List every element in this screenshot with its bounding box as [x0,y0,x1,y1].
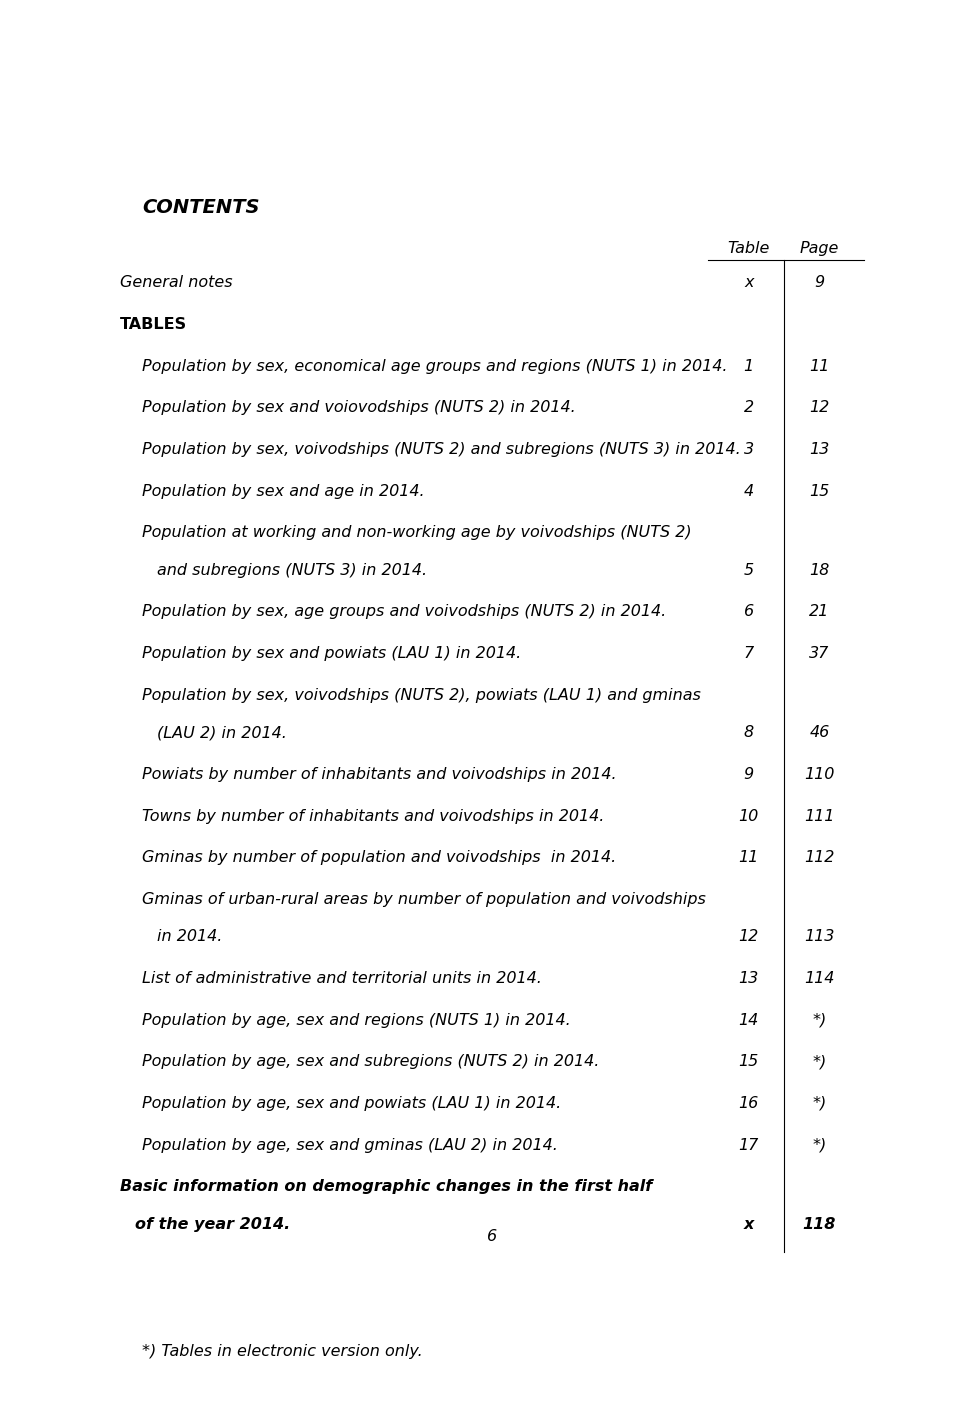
Text: 2: 2 [744,400,754,415]
Text: Population by age, sex and regions (NUTS 1) in 2014.: Population by age, sex and regions (NUTS… [142,1013,571,1027]
Text: 9: 9 [744,767,754,782]
Text: Page: Page [800,241,839,256]
Text: Population by age, sex and powiats (LAU 1) in 2014.: Population by age, sex and powiats (LAU … [142,1096,562,1112]
Text: x: x [744,275,754,291]
Text: and subregions (NUTS 3) in 2014.: and subregions (NUTS 3) in 2014. [157,563,427,577]
Text: Population by sex, economical age groups and regions (NUTS 1) in 2014.: Population by sex, economical age groups… [142,359,728,373]
Text: Population by age, sex and gminas (LAU 2) in 2014.: Population by age, sex and gminas (LAU 2… [142,1137,558,1153]
Text: of the year 2014.: of the year 2014. [134,1217,290,1231]
Text: Population by sex and powiats (LAU 1) in 2014.: Population by sex and powiats (LAU 1) in… [142,646,521,661]
Text: 110: 110 [804,767,834,782]
Text: 14: 14 [738,1013,758,1027]
Text: 113: 113 [804,929,834,945]
Text: Towns by number of inhabitants and voivodships in 2014.: Towns by number of inhabitants and voivo… [142,808,605,824]
Text: 9: 9 [814,275,825,291]
Text: x: x [743,1217,754,1231]
Text: 46: 46 [809,725,829,740]
Text: 7: 7 [744,646,754,661]
Text: (LAU 2) in 2014.: (LAU 2) in 2014. [157,725,287,740]
Text: Population by sex, age groups and voivodships (NUTS 2) in 2014.: Population by sex, age groups and voivod… [142,604,666,620]
Text: 12: 12 [738,929,758,945]
Text: Population by sex, voivodships (NUTS 2) and subregions (NUTS 3) in 2014.: Population by sex, voivodships (NUTS 2) … [142,442,741,457]
Text: *): *) [812,1054,827,1069]
Text: 15: 15 [738,1054,758,1069]
Text: 13: 13 [738,970,758,986]
Text: 5: 5 [744,563,754,577]
Text: 114: 114 [804,970,834,986]
Text: *): *) [812,1013,827,1027]
Text: Population by sex and voiovodships (NUTS 2) in 2014.: Population by sex and voiovodships (NUTS… [142,400,576,415]
Text: 21: 21 [809,604,829,620]
Text: *): *) [812,1096,827,1112]
Text: *): *) [812,1137,827,1153]
Text: Gminas by number of population and voivodships  in 2014.: Gminas by number of population and voivo… [142,851,616,865]
Text: Population by sex, voivodships (NUTS 2), powiats (LAU 1) and gminas: Population by sex, voivodships (NUTS 2),… [142,688,701,703]
Text: TABLES: TABLES [120,316,187,332]
Text: Table: Table [728,241,770,256]
Text: *) Tables in electronic version only.: *) Tables in electronic version only. [142,1344,423,1359]
Text: 17: 17 [738,1137,758,1153]
Text: General notes: General notes [120,275,232,291]
Text: 13: 13 [809,442,829,457]
Text: 18: 18 [809,563,829,577]
Text: 6: 6 [487,1230,497,1244]
Text: 1: 1 [744,359,754,373]
Text: Population by sex and age in 2014.: Population by sex and age in 2014. [142,483,425,499]
Text: 6: 6 [744,604,754,620]
Text: 4: 4 [744,483,754,499]
Text: Gminas of urban-rural areas by number of population and voivodships: Gminas of urban-rural areas by number of… [142,892,707,906]
Text: 11: 11 [738,851,758,865]
Text: 111: 111 [804,808,834,824]
Text: 112: 112 [804,851,834,865]
Text: Population at working and non-working age by voivodships (NUTS 2): Population at working and non-working ag… [142,526,692,540]
Text: 8: 8 [744,725,754,740]
Text: 16: 16 [738,1096,758,1112]
Text: 11: 11 [809,359,829,373]
Text: 37: 37 [809,646,829,661]
Text: 12: 12 [809,400,829,415]
Text: List of administrative and territorial units in 2014.: List of administrative and territorial u… [142,970,542,986]
Text: in 2014.: in 2014. [157,929,223,945]
Text: 10: 10 [738,808,758,824]
Text: 118: 118 [803,1217,836,1231]
Text: Powiats by number of inhabitants and voivodships in 2014.: Powiats by number of inhabitants and voi… [142,767,617,782]
Text: 15: 15 [809,483,829,499]
Text: CONTENTS: CONTENTS [142,198,260,218]
Text: Population by age, sex and subregions (NUTS 2) in 2014.: Population by age, sex and subregions (N… [142,1054,600,1069]
Text: 3: 3 [744,442,754,457]
Text: Basic information on demographic changes in the first half: Basic information on demographic changes… [120,1180,652,1194]
